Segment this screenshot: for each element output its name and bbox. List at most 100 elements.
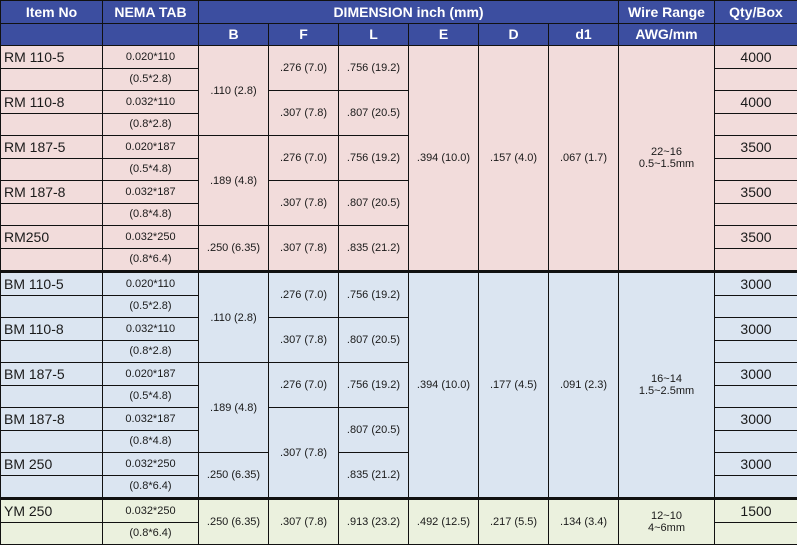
table-row: (0.5*4.8) — [0, 157, 797, 181]
nema-tab-inch-cell: 0.020*110 — [102, 45, 199, 69]
b-cell: .110 (2.8) — [198, 45, 269, 136]
d1-header: d1 — [548, 22, 619, 46]
l-cell: .756 (19.2) — [338, 45, 409, 91]
f-cell: .276 (7.0) — [268, 135, 339, 181]
qty-blank — [714, 474, 797, 499]
f-cell: .307 (7.8) — [268, 225, 339, 272]
qty-cell: 1500 — [714, 497, 797, 523]
wire-range-cell: 16~14 1.5~2.5mm — [618, 270, 715, 499]
table-row: BM 110-5 0.020*110 .110 (2.8) .276 (7.0)… — [0, 270, 797, 499]
item-no-cell: RM 110-8 — [0, 90, 103, 114]
item-no-cell: RM 187-5 — [0, 135, 103, 159]
f-cell: .307 (7.8) — [268, 90, 339, 136]
table-row: (0.8*2.8) — [0, 339, 797, 363]
table-row: (0.8*6.4) — [0, 247, 797, 272]
nema-tab-mm-cell: (0.8*4.8) — [102, 202, 199, 226]
nema-tab-header: NEMA TAB — [102, 0, 199, 24]
item-no-subheader — [0, 22, 103, 46]
wire-range-cell: 22~16 0.5~1.5mm — [618, 45, 715, 272]
qty-cell: 3000 — [714, 270, 797, 296]
header-row-1: Item No NEMA TAB DIMENSION inch (mm) Wir… — [0, 0, 797, 24]
nema-tab-mm-cell: (0.8*6.4) — [102, 247, 199, 272]
qty-blank — [714, 112, 797, 136]
nema-tab-inch-cell: 0.032*187 — [102, 180, 199, 204]
nema-tab-inch-cell: 0.032*250 — [102, 497, 199, 523]
table-row: (0.8*4.8) — [0, 202, 797, 226]
nema-tab-inch-cell: 0.020*187 — [102, 135, 199, 159]
item-no-blank — [0, 521, 103, 545]
b-header: B — [198, 22, 269, 46]
item-no-blank — [0, 157, 103, 181]
qty-box-header: Qty/Box — [714, 0, 797, 24]
l-cell: .807 (20.5) — [338, 317, 409, 363]
nema-tab-mm-cell: (0.8*2.8) — [102, 339, 199, 363]
nema-tab-mm-cell: (0.8*4.8) — [102, 429, 199, 453]
qty-blank — [714, 67, 797, 91]
e-header: E — [408, 22, 479, 46]
f-cell: .307 (7.8) — [268, 317, 339, 363]
f-cell: .307 (7.8) — [268, 407, 339, 499]
f-cell: .276 (7.0) — [268, 362, 339, 408]
item-no-blank — [0, 429, 103, 453]
d1-cell: .091 (2.3) — [548, 270, 619, 499]
item-no-cell: RM 187-8 — [0, 180, 103, 204]
d1-cell: .067 (1.7) — [548, 45, 619, 272]
qty-blank — [714, 202, 797, 226]
d-cell: .217 (5.5) — [478, 497, 549, 545]
table-row: BM 187-5 0.020*187 .189 (4.8) .276 (7.0)… — [0, 362, 797, 453]
table-row: (0.8*6.4) — [0, 521, 797, 545]
l-header: L — [338, 22, 409, 46]
qty-cell: 3500 — [714, 180, 797, 204]
mm-range: 0.5~1.5mm — [638, 158, 695, 170]
nema-tab-inch-cell: 0.032*250 — [102, 225, 199, 249]
nema-tab-inch-cell: 0.020*110 — [102, 270, 199, 296]
nema-tab-inch-cell: 0.032*187 — [102, 407, 199, 431]
table-row: (0.8*2.8) — [0, 112, 797, 136]
nema-tab-inch-cell: 0.020*187 — [102, 362, 199, 386]
wire-range-cell: 12~10 4~6mm — [618, 497, 715, 545]
l-cell: .756 (19.2) — [338, 362, 409, 408]
awg-range: 12~10 — [651, 510, 682, 522]
item-no-blank — [0, 202, 103, 226]
nema-tab-inch-cell: 0.032*110 — [102, 90, 199, 114]
d-cell: .177 (4.5) — [478, 270, 549, 499]
qty-blank — [714, 339, 797, 363]
b-cell: .110 (2.8) — [198, 270, 269, 363]
nema-tab-subheader — [102, 22, 199, 46]
e-cell: .492 (12.5) — [408, 497, 479, 545]
awg-range: 22~16 — [651, 146, 682, 158]
table-row: BM 250 0.032*250 .250 (6.35) .835 (21.2)… — [0, 452, 797, 499]
item-no-cell: BM 250 — [0, 452, 103, 476]
qty-blank — [714, 521, 797, 545]
nema-tab-inch-cell: 0.032*110 — [102, 317, 199, 341]
nema-tab-mm-cell: (0.8*6.4) — [102, 521, 199, 545]
awg-range: 16~14 — [651, 373, 682, 385]
b-cell: .189 (4.8) — [198, 135, 269, 226]
item-no-cell: BM 110-5 — [0, 270, 103, 296]
nema-tab-mm-cell: (0.8*6.4) — [102, 474, 199, 499]
item-no-blank — [0, 67, 103, 91]
table-row: YM 250 0.032*250 .250 (6.35) .307 (7.8) … — [0, 497, 797, 545]
header-row-2: B F L E D d1 AWG/mm — [0, 22, 797, 46]
table-row: RM250 0.032*250 .250 (6.35) .307 (7.8) .… — [0, 225, 797, 272]
item-no-blank — [0, 112, 103, 136]
mm-range: 1.5~2.5mm — [638, 385, 695, 397]
qty-cell: 3000 — [714, 452, 797, 476]
table-row: RM 110-5 0.020*110 .110 (2.8) .276 (7.0)… — [0, 45, 797, 272]
table-row: RM 110-8 0.032*110 .307 (7.8) .807 (20.5… — [0, 90, 797, 136]
item-no-blank — [0, 339, 103, 363]
l-cell: .913 (23.2) — [338, 497, 409, 545]
b-cell: .189 (4.8) — [198, 362, 269, 453]
table-row: (0.5*2.8) — [0, 294, 797, 318]
item-no-cell: BM 187-8 — [0, 407, 103, 431]
item-no-header: Item No — [0, 0, 103, 24]
table-row: (0.5*4.8) — [0, 384, 797, 408]
qty-cell: 4000 — [714, 90, 797, 114]
qty-cell: 3500 — [714, 225, 797, 249]
item-no-cell: BM 110-8 — [0, 317, 103, 341]
item-no-blank — [0, 384, 103, 408]
table-row: (0.8*6.4) — [0, 474, 797, 499]
d-header: D — [478, 22, 549, 46]
l-cell: .807 (20.5) — [338, 180, 409, 226]
